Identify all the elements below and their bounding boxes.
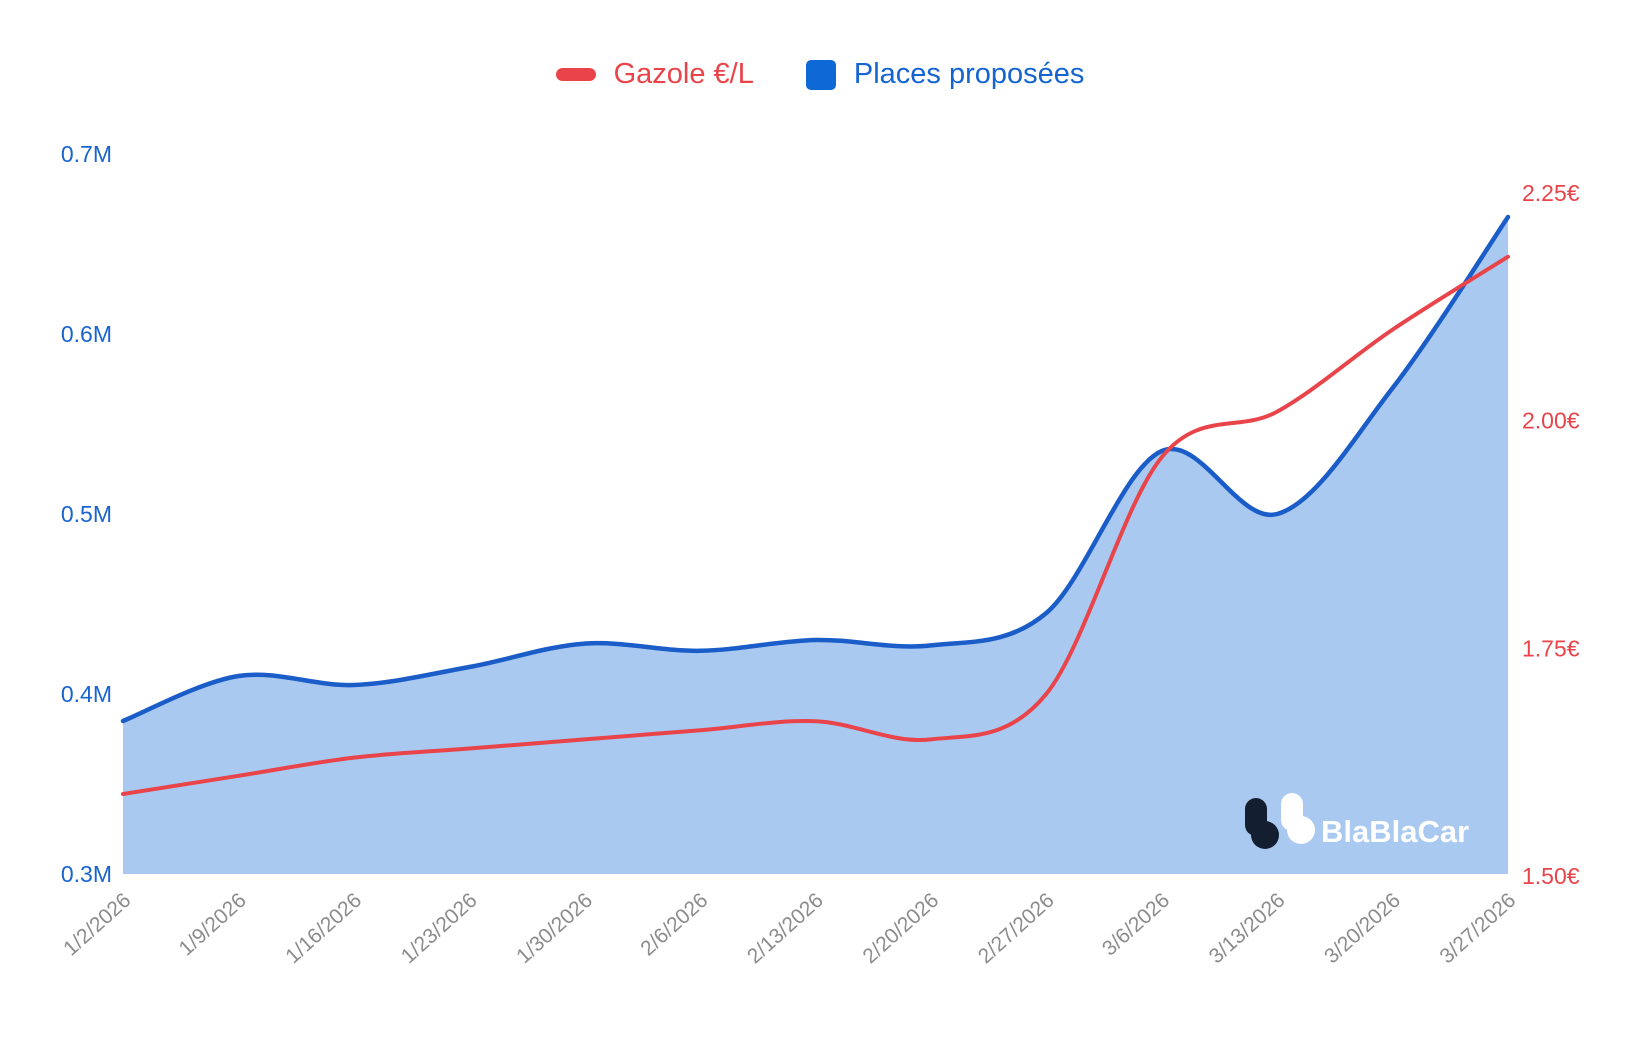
logo-dark-quote-icon (1245, 798, 1279, 849)
places-legend-label: Places proposées (853, 58, 1085, 90)
x-axis-tick-label: 1/23/2026 (397, 889, 482, 969)
right-axis-tick-label: 2.00€ (1522, 408, 1580, 434)
gazole-line (121, 254, 1510, 796)
x-axis-tick-label: 2/20/2026 (858, 889, 943, 969)
x-axis-tick-label: 3/6/2026 (1098, 889, 1174, 961)
x-axis-tick-label: 3/27/2026 (1436, 889, 1521, 969)
left-axis-tick-label: 0.7M (61, 141, 112, 167)
x-axis-tick-label: 2/27/2026 (974, 889, 1059, 969)
places-legend-marker-icon (805, 59, 836, 90)
left-axis-tick-label: 0.6M (61, 321, 112, 347)
x-axis-tick-label: 3/13/2026 (1205, 889, 1290, 969)
left-axis-tick-label: 0.3M (61, 861, 112, 887)
left-axis-tick-label: 0.4M (61, 681, 112, 707)
x-axis-tick-label: 3/20/2026 (1320, 889, 1405, 969)
right-axis-tick-label: 1.50€ (1522, 863, 1580, 889)
left-axis-tick-label: 0.5M (61, 501, 112, 527)
logo-wordmark: BlaBlaCar (1321, 814, 1469, 849)
gazole-legend-marker-icon (555, 68, 596, 81)
x-axis-tick-label: 1/2/2026 (59, 889, 135, 961)
places-line (120, 214, 1511, 724)
chart-legend: Gazole €/L Places proposées (0, 58, 1640, 91)
x-axis-tick-label: 2/13/2026 (743, 889, 828, 969)
x-axis-tick-label: 1/30/2026 (512, 889, 597, 969)
right-axis-tick-label: 1.75€ (1522, 635, 1580, 661)
right-axis-tick-label: 2.25€ (1522, 180, 1580, 206)
blablacar-logo: BlaBlaCar (1245, 793, 1469, 849)
x-axis-tick-label: 1/9/2026 (175, 889, 251, 961)
x-axis-tick-label: 2/6/2026 (636, 889, 712, 961)
legend-item-places: Places proposées (805, 58, 1085, 91)
places-area-fill (123, 217, 1508, 874)
logo-white-quote-icon (1281, 793, 1315, 844)
legend-item-gazole: Gazole €/L (555, 58, 754, 91)
gazole-legend-label: Gazole €/L (613, 58, 754, 90)
x-axis-tick-label: 1/16/2026 (281, 889, 366, 969)
